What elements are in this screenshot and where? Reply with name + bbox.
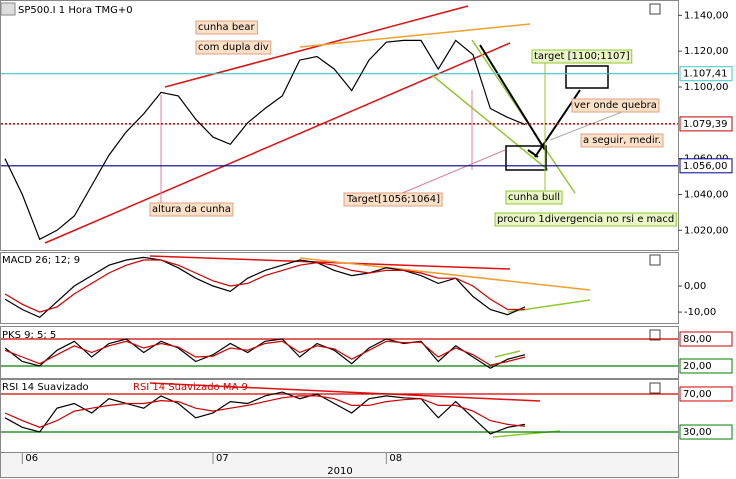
note-box xyxy=(494,212,677,227)
series-line xyxy=(4,256,526,319)
annotation: altura da cunha xyxy=(152,204,231,215)
annotation: Target[1056;1064] xyxy=(346,194,440,205)
x-year-label: 2010 xyxy=(327,466,352,477)
y-tick-label: 1.100,00 xyxy=(684,82,729,93)
reference-label-box xyxy=(679,386,733,402)
note-box xyxy=(195,20,258,35)
reference-label-box xyxy=(679,424,733,440)
x-axis-panel xyxy=(0,452,679,478)
rsi-ma-title: RSI 14 Suavizado MA 9 xyxy=(133,382,248,393)
annotation: target [1100;1107] xyxy=(534,51,630,62)
series-line xyxy=(4,39,526,241)
x-tick-label: 07 xyxy=(216,453,229,464)
note-box xyxy=(149,202,234,217)
x-tick-label: 08 xyxy=(389,453,402,464)
y-tick-label: 1.120,00 xyxy=(684,46,729,57)
note-box xyxy=(195,40,272,55)
price-panel xyxy=(0,0,679,251)
note-box xyxy=(571,98,660,113)
series-line xyxy=(4,338,526,369)
reference-label-box xyxy=(679,358,733,374)
reference-label-box xyxy=(679,116,733,132)
reference-label: 80,00 xyxy=(683,334,712,345)
reference-label: 1.056,00 xyxy=(683,161,728,172)
reference-label-box xyxy=(679,66,733,82)
reference-label: 30,00 xyxy=(683,427,712,438)
y-tick-label: 0,00 xyxy=(684,281,706,292)
reference-label: 1.107,41 xyxy=(683,69,728,80)
window-button[interactable] xyxy=(649,382,661,394)
note-box xyxy=(531,49,633,64)
y-tick-label: -10,00 xyxy=(684,307,716,318)
series-line xyxy=(4,340,526,366)
annotation: cunha bull xyxy=(508,192,560,203)
reference-label: 1.079,39 xyxy=(683,119,728,130)
series-line xyxy=(4,259,525,313)
annotation: a seguir, medir. xyxy=(583,135,661,146)
note-box xyxy=(580,133,664,148)
y-tick-label: 1.040,00 xyxy=(684,189,729,200)
trend-lines xyxy=(44,5,641,438)
reference-label: 20,00 xyxy=(683,361,712,372)
annotation: cunha bear xyxy=(198,22,255,33)
macd-title: MACD 26; 12; 9 xyxy=(2,255,80,266)
annotation: procuro 1divergencia no rsi e macd xyxy=(497,214,674,225)
window-button[interactable] xyxy=(649,3,661,15)
rsi-title: RSI 14 Suavizado xyxy=(2,382,89,393)
series-line xyxy=(4,391,526,435)
macd-panel xyxy=(0,252,679,324)
reference-label-box xyxy=(679,158,733,174)
annotation: ver onde quebra xyxy=(574,100,657,111)
price-title: SP500.I 1 Hora TMG+0 xyxy=(18,5,133,16)
note-box xyxy=(343,192,443,207)
window-button[interactable] xyxy=(649,254,661,266)
pks-panel xyxy=(0,326,679,379)
series-line xyxy=(4,395,526,428)
annotation: com dupla div xyxy=(198,42,269,53)
window-button[interactable] xyxy=(649,329,661,341)
reference-label-box xyxy=(679,331,733,347)
note-box xyxy=(505,190,563,205)
reference-label: 70,00 xyxy=(683,389,712,400)
pks-title: PKS 9; 5; 5 xyxy=(2,330,56,341)
x-tick-label: 06 xyxy=(25,453,38,464)
y-tick-label: 1.140,00 xyxy=(684,10,729,21)
icon[interactable] xyxy=(0,2,16,16)
y-tick-label: 1.020,00 xyxy=(684,225,729,236)
